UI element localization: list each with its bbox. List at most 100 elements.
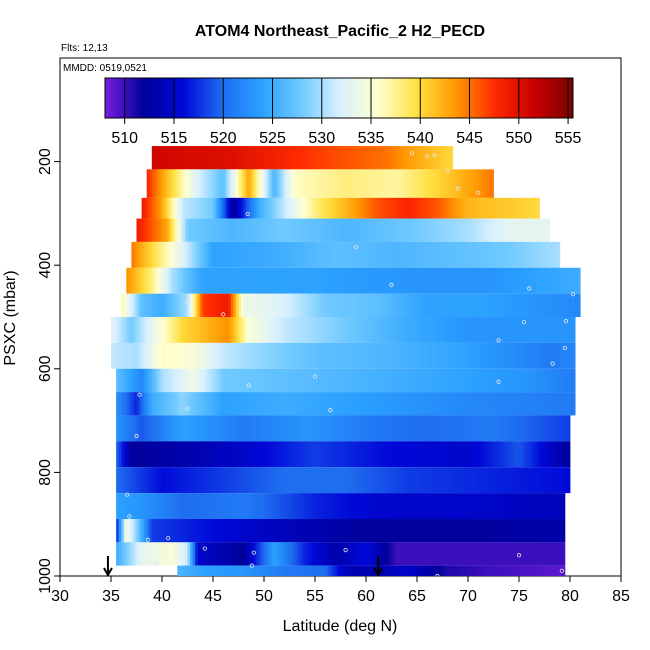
heatmap-cell [501, 293, 505, 317]
colorbar-tick-label: 545 [456, 130, 483, 147]
heatmap-cell [197, 169, 201, 198]
sample-marker [445, 168, 450, 174]
heatmap-cell [200, 146, 204, 170]
heatmap-cell [299, 519, 303, 543]
heatmap-cell [174, 241, 178, 268]
heatmap-cell [549, 317, 553, 343]
heatmap-cell [353, 197, 357, 219]
heatmap-cell [386, 542, 390, 566]
heatmap-cell [261, 197, 265, 219]
heatmap-cell [516, 368, 520, 393]
heatmap-cell [383, 241, 387, 268]
heatmap-cell [243, 267, 247, 294]
heatmap-cell [292, 519, 295, 543]
heatmap-cell [238, 542, 242, 566]
heatmap-cell [218, 241, 222, 268]
heatmap-cell [478, 519, 482, 543]
heatmap-cell [294, 293, 298, 317]
heatmap-cell [309, 293, 313, 317]
heatmap-cell [434, 197, 438, 219]
heatmap-cell [348, 519, 352, 543]
heatmap-cell [207, 493, 211, 520]
heatmap-cell [376, 542, 380, 566]
heatmap-cell [366, 342, 369, 369]
heatmap-cell [414, 293, 418, 317]
heatmap-cell [320, 441, 324, 468]
heatmap-cell [498, 467, 502, 494]
heatmap-cell [480, 342, 484, 369]
heatmap-cell [488, 542, 492, 566]
heatmap-cell [330, 197, 334, 219]
heatmap-cell [264, 197, 267, 219]
heatmap-cell [269, 197, 273, 219]
heatmap-cell [473, 267, 477, 294]
heatmap-cell [218, 169, 222, 198]
heatmap-cell [506, 493, 510, 520]
heatmap-cell [322, 368, 326, 393]
heatmap-cell [396, 542, 400, 566]
heatmap-cell [264, 565, 267, 576]
heatmap-cell [256, 392, 260, 416]
heatmap-cell [294, 441, 298, 468]
heatmap-cell [414, 342, 418, 369]
heatmap-cell [547, 342, 550, 369]
heatmap-cell [238, 267, 242, 294]
heatmap-cell [480, 241, 484, 268]
heatmap-cell [264, 392, 267, 416]
heatmap-cell [202, 565, 206, 576]
heatmap-cell [547, 565, 550, 576]
heatmap-cell [251, 368, 255, 393]
heatmap-cell [182, 415, 186, 442]
heatmap-cell [156, 342, 160, 369]
heatmap-cell [437, 493, 441, 520]
heatmap-cell [437, 542, 441, 566]
heatmap-cell [401, 415, 405, 442]
heatmap-cell [307, 542, 311, 566]
heatmap-cell [526, 293, 530, 317]
heatmap-cell [335, 519, 339, 543]
heatmap-cell [248, 519, 252, 543]
heatmap-cell [452, 197, 456, 219]
heatmap-cell [258, 493, 262, 520]
heatmap-cell [511, 197, 515, 219]
heatmap-cell [218, 519, 222, 543]
heatmap-cell [442, 241, 446, 268]
heatmap-cell [169, 392, 173, 416]
heatmap-cell [243, 415, 247, 442]
heatmap-cell [350, 317, 354, 343]
heatmap-cell [559, 519, 563, 543]
heatmap-cell [200, 197, 204, 219]
heatmap-cell [154, 519, 158, 543]
heatmap-cell [445, 241, 448, 268]
heatmap-cell [195, 519, 199, 543]
heatmap-cell [215, 146, 219, 170]
heatmap-cell [235, 197, 239, 219]
heatmap-cell [572, 293, 576, 317]
heatmap-cell [139, 342, 142, 369]
heatmap-cell [501, 415, 505, 442]
heatmap-cell [572, 368, 576, 393]
heatmap-cell [401, 441, 405, 468]
heatmap-cell [256, 415, 260, 442]
heatmap-cell [432, 493, 436, 520]
heatmap-cell [205, 197, 209, 219]
heatmap-cell [376, 441, 380, 468]
heatmap-cell [363, 218, 367, 242]
heatmap-cell [396, 415, 400, 442]
heatmap-cell [309, 342, 313, 369]
heatmap-cell [570, 392, 573, 416]
heatmap-cell [154, 493, 158, 520]
heatmap-cell [391, 441, 395, 468]
heatmap-cell [149, 293, 153, 317]
heatmap-cell [187, 218, 191, 242]
heatmap-cell [391, 493, 395, 520]
heatmap-cell [490, 169, 494, 198]
heatmap-cell [315, 565, 318, 576]
heatmap-cell [536, 392, 540, 416]
heatmap-cell [164, 317, 168, 343]
heatmap-cell [360, 267, 364, 294]
heatmap-cell [167, 293, 171, 317]
heatmap-cell [409, 519, 413, 543]
heatmap-cell [404, 565, 408, 576]
heatmap-cell [279, 169, 283, 198]
